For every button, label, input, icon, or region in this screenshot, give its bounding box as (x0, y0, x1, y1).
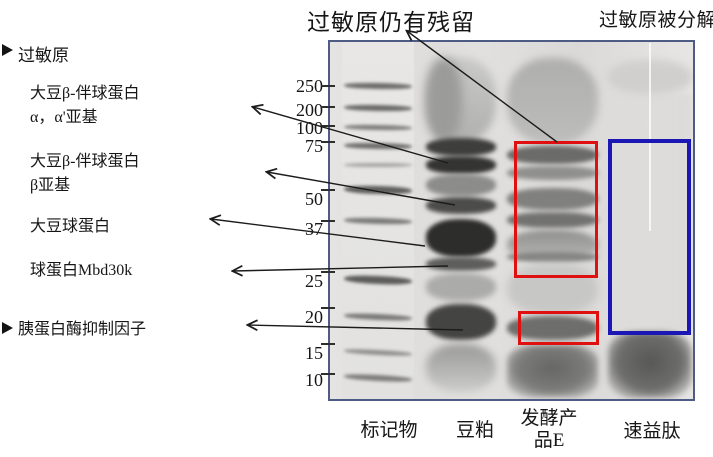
mw-tick (321, 125, 335, 127)
mw-label-25: 25 (305, 271, 323, 291)
lane-smear (426, 344, 496, 392)
mw-label-75: 75 (305, 136, 323, 156)
highlight-box-allergen-remaining-lower (518, 311, 599, 345)
lane-label-su-yi-peptide: 速益肽 (623, 421, 681, 442)
mw-tick (321, 307, 335, 309)
mw-label-20: 20 (305, 307, 323, 327)
mw-label-10: 10 (305, 370, 323, 390)
lane-smear (426, 273, 496, 301)
gel-band (344, 163, 412, 167)
label-beta-conglycinin-alpha: 大豆β-伴球蛋白 α，α'亚基 (30, 82, 139, 130)
label-globulin-mbd30k: 球蛋白Mbd30k (30, 262, 133, 279)
gel-band (343, 373, 413, 383)
lane-smear (426, 58, 462, 142)
mw-tick (321, 343, 335, 345)
lane-label-marker: 标记物 (360, 420, 418, 441)
label-line: β亚基 (30, 177, 71, 194)
gel-band (507, 146, 598, 164)
mw-tick (321, 141, 335, 143)
lane-smear (507, 345, 598, 397)
lane-smear (507, 58, 598, 144)
lane-soybean-meal (424, 42, 498, 399)
gel-band (426, 197, 496, 214)
gel-scratch-artifact (649, 43, 651, 231)
highlight-box-allergen-decomposed (608, 139, 691, 335)
label-line: 品E (533, 430, 565, 451)
label-line: α，α'亚基 (30, 109, 98, 126)
mw-tick (321, 106, 335, 108)
mw-label-50: 50 (305, 189, 323, 209)
label-line: 大豆β-伴球蛋白 (30, 85, 140, 102)
lane-marker (342, 42, 414, 399)
gel-band (426, 156, 496, 174)
gel-band (507, 252, 598, 262)
gel-band (343, 82, 413, 90)
mw-tick (321, 373, 335, 375)
annotation-allergen-remaining: 过敏原仍有残留 (307, 10, 475, 35)
mw-label-37: 37 (305, 219, 323, 239)
gel-band (343, 274, 413, 286)
gel-band (507, 316, 598, 340)
label-trypsin-inhibitor: 胰蛋白酶抑制因子 (18, 321, 147, 338)
label-line: 大豆β-伴球蛋白 (30, 153, 140, 170)
label-allergen-heading: 过敏原 (18, 46, 69, 65)
gel-band (343, 142, 413, 150)
lane-label-fermentation-product: 发酵产 品E (507, 408, 591, 452)
gel-band (343, 217, 413, 225)
mw-tick (321, 220, 335, 222)
mw-tick (321, 271, 335, 273)
mw-label-200: 200 (296, 100, 323, 120)
highlight-box-allergen-remaining-upper (514, 141, 598, 278)
mw-label-250: 250 (296, 76, 323, 96)
gel-band (343, 124, 413, 131)
lane-smear (507, 264, 598, 314)
label-soy-glycinin: 大豆球蛋白 (30, 218, 111, 235)
label-line: 发酵产 (520, 408, 578, 429)
mw-tick (321, 189, 335, 191)
mw-label-15: 15 (305, 343, 323, 363)
gel-band (426, 304, 496, 340)
gel-band (343, 104, 413, 112)
gel-band (343, 348, 413, 357)
bullet-arrow-icon (2, 322, 13, 334)
gel-band (343, 312, 413, 322)
gel-band (507, 166, 598, 180)
gel-band (426, 174, 496, 196)
bullet-arrow-icon (2, 44, 13, 56)
gel-band (608, 332, 692, 398)
mw-tick (321, 85, 335, 87)
gel-band (426, 257, 496, 271)
gel-band (343, 185, 413, 195)
annotation-allergen-decomposed: 过敏原被分解 (599, 10, 713, 31)
gel-band (507, 212, 598, 228)
label-beta-conglycinin-beta: 大豆β-伴球蛋白 β亚基 (30, 150, 139, 198)
gel-band (426, 138, 496, 156)
mw-label-100: 100 (296, 118, 323, 138)
lane-label-soybean-meal: 豆粕 (455, 420, 494, 441)
gel-band (426, 219, 496, 257)
gel-band (507, 188, 598, 210)
